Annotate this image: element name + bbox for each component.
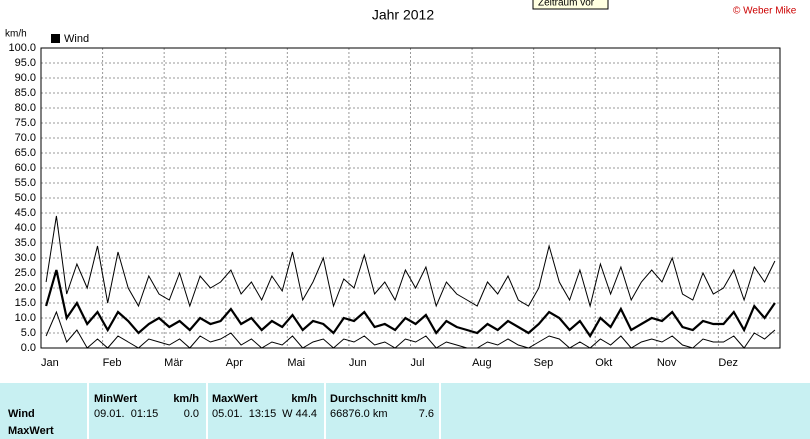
y-tick-label: 50.0 xyxy=(15,192,36,204)
cell: 0.0 xyxy=(184,408,199,420)
cell: 05.01. 13:15 xyxy=(212,408,276,420)
plot-frame xyxy=(40,47,781,349)
x-tick-label: Jan xyxy=(41,357,59,369)
y-tick-label: 80.0 xyxy=(15,102,36,114)
cell: 09.01. 01:15 xyxy=(94,408,158,420)
header: km/h xyxy=(291,393,317,405)
y-tick-label: 20.0 xyxy=(15,282,36,294)
stats-separators xyxy=(87,383,441,439)
x-tick-label: Apr xyxy=(226,357,243,369)
cell: 7.6 xyxy=(419,408,434,420)
x-tick-label: Dez xyxy=(718,357,738,369)
legend-label: Wind xyxy=(64,33,89,45)
x-tick-label: Jul xyxy=(411,357,425,369)
tooltip: Zeitraum vor xyxy=(538,0,595,9)
y-tick-label: 95.0 xyxy=(15,57,36,69)
x-tick-label: Okt xyxy=(595,357,612,369)
max-line xyxy=(45,215,776,308)
header: km/h xyxy=(173,393,199,405)
row-label: MaxWert xyxy=(8,425,54,437)
avg-line xyxy=(45,269,776,339)
x-tick-label: Nov xyxy=(657,357,677,369)
header: MinWert xyxy=(94,393,138,405)
y-tick-label: 90.0 xyxy=(15,72,36,84)
stats-panel xyxy=(0,383,810,439)
y-tick-label: 65.0 xyxy=(15,147,36,159)
copyright: © Weber Mike xyxy=(733,6,797,17)
tooltip-box xyxy=(532,0,609,10)
y-tick-label: 75.0 xyxy=(15,117,36,129)
y-tick-label: 10.0 xyxy=(15,312,36,324)
y-tick-label: 60.0 xyxy=(15,162,36,174)
y-tick-label: 30.0 xyxy=(15,252,36,264)
y-tick-label: 45.0 xyxy=(15,207,36,219)
y-tick-label: 55.0 xyxy=(15,177,36,189)
x-tick-label: Sep xyxy=(534,357,554,369)
x-tick-label: Feb xyxy=(103,357,122,369)
y-tick-label: 70.0 xyxy=(15,132,36,144)
y-tick-label: 0.0 xyxy=(21,342,36,354)
y-tick-label: 100.0 xyxy=(8,42,36,54)
y-tick-label: 25.0 xyxy=(15,267,36,279)
y-tick-label: 15.0 xyxy=(15,297,36,309)
y-tick-label: 40.0 xyxy=(15,222,36,234)
y-tick-label: 5.0 xyxy=(21,327,36,339)
x-tick-label: Mär xyxy=(164,357,183,369)
header: MaxWert xyxy=(212,393,258,405)
x-tick-label: Mai xyxy=(287,357,305,369)
x-tick-label: Jun xyxy=(349,357,367,369)
cell: W 44.4 xyxy=(282,408,317,420)
legend-swatch xyxy=(51,34,60,43)
chart-title: Jahr 2012 xyxy=(372,7,434,23)
y-tick-label: 85.0 xyxy=(15,87,36,99)
x-tick-label: Aug xyxy=(472,357,492,369)
header: Durchschnitt km/h xyxy=(330,393,427,405)
y-axis-label: km/h xyxy=(5,29,27,40)
row-label: Wind xyxy=(8,408,35,420)
min-line xyxy=(45,310,776,349)
y-tick-label: 35.0 xyxy=(15,237,36,249)
cell: 66876.0 km xyxy=(330,408,387,420)
